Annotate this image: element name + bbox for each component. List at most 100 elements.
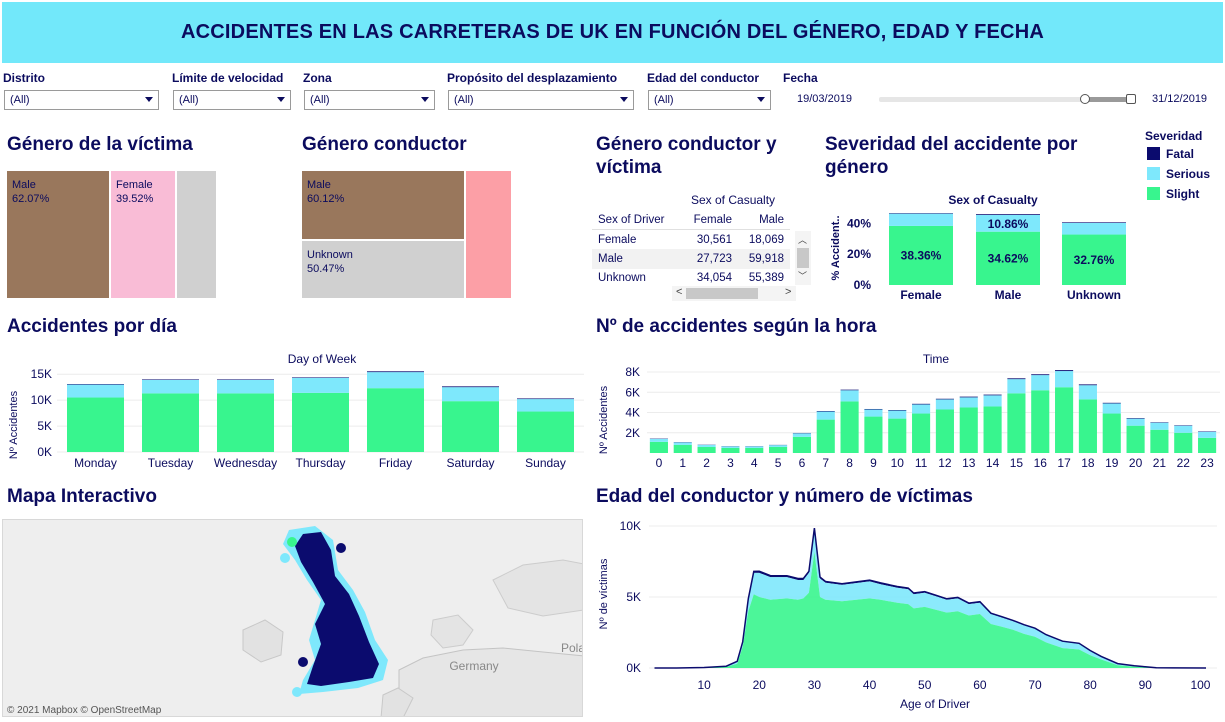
hora-bar-serious[interactable]: [1031, 375, 1050, 391]
dia-bar-fatal[interactable]: [217, 379, 274, 380]
severidad-bar-fatal[interactable]: [976, 214, 1040, 215]
severidad-bar-serious[interactable]: [1062, 222, 1126, 235]
hora-bar-slight[interactable]: [983, 406, 1002, 453]
hora-bar-fatal[interactable]: [983, 394, 1002, 396]
hora-bar-slight[interactable]: [1055, 387, 1074, 453]
filter-dropdown-limite-velocidad[interactable]: (All): [173, 90, 291, 110]
chevron-left-icon[interactable]: <: [676, 286, 683, 298]
hora-bar-serious[interactable]: [1007, 379, 1026, 394]
chevron-down-icon[interactable]: ﹀: [798, 271, 808, 281]
hora-bar-slight[interactable]: [1031, 390, 1050, 453]
date-slider-start-handle[interactable]: [1080, 94, 1090, 104]
hora-bar-fatal[interactable]: [935, 398, 954, 400]
edad-area-slight[interactable]: [654, 551, 1207, 668]
crosstab-horizontal-scrollbar[interactable]: < >: [672, 286, 796, 301]
dia-bar-fatal[interactable]: [442, 386, 499, 388]
legend-label-serious[interactable]: Serious: [1166, 167, 1211, 181]
severidad-bar-slight[interactable]: [976, 231, 1040, 285]
severidad-bar-slight[interactable]: [1062, 234, 1126, 285]
treemap-cell-driver-male[interactable]: Male 60.12%: [302, 171, 464, 239]
chevron-right-icon[interactable]: >: [785, 286, 792, 298]
filter-dropdown-proposito[interactable]: (All): [448, 90, 634, 110]
hora-bar-slight[interactable]: [864, 416, 883, 453]
table-row[interactable]: Unknown 34,054 55,389: [592, 269, 790, 287]
severidad-bar-serious[interactable]: [889, 213, 953, 226]
hora-bar-fatal[interactable]: [1078, 384, 1097, 386]
hora-bar-serious[interactable]: [673, 442, 692, 445]
filter-dropdown-edad-conductor[interactable]: (All): [648, 90, 771, 110]
hora-bar-slight[interactable]: [1198, 437, 1217, 453]
severidad-bar-slight[interactable]: [889, 225, 953, 285]
treemap-cell-female[interactable]: Female 39.52%: [111, 171, 175, 298]
edad-area-serious[interactable]: [654, 530, 1207, 668]
scrollbar-thumb[interactable]: [797, 248, 809, 268]
dia-bar-slight[interactable]: [217, 393, 274, 452]
hora-bar-slight[interactable]: [888, 418, 907, 453]
hora-bar-serious[interactable]: [935, 399, 954, 410]
date-slider-end-handle[interactable]: [1126, 94, 1136, 104]
hora-bar-fatal[interactable]: [1126, 418, 1145, 419]
hora-bar-serious[interactable]: [697, 444, 716, 447]
hora-bar-serious[interactable]: [864, 409, 883, 417]
hora-bar-slight[interactable]: [1007, 393, 1026, 453]
hora-bar-slight[interactable]: [697, 446, 716, 453]
hora-bar-serious[interactable]: [888, 410, 907, 419]
hora-bar-slight[interactable]: [673, 444, 692, 453]
treemap-cell-male[interactable]: Male 62.07%: [7, 171, 109, 298]
hora-bar-serious[interactable]: [840, 390, 859, 402]
crosstab-vertical-scrollbar[interactable]: ︿ ﹀: [795, 231, 811, 285]
dia-bar-fatal[interactable]: [517, 398, 574, 400]
hora-bar-serious[interactable]: [1055, 371, 1074, 388]
hora-bar-fatal[interactable]: [816, 411, 835, 412]
dia-bar-serious[interactable]: [142, 379, 199, 394]
legend-label-fatal[interactable]: Fatal: [1166, 147, 1195, 161]
treemap-cell-unknown[interactable]: [177, 171, 216, 298]
hora-bar-serious[interactable]: [769, 445, 788, 447]
dia-bar-serious[interactable]: [442, 387, 499, 402]
dia-bar-slight[interactable]: [367, 388, 424, 452]
hora-bar-serious[interactable]: [649, 438, 668, 442]
dia-bar-fatal[interactable]: [367, 371, 424, 373]
severidad-bar-serious[interactable]: [976, 214, 1040, 232]
hora-bar-fatal[interactable]: [1031, 374, 1050, 376]
hora-bar-serious[interactable]: [1078, 385, 1097, 400]
filter-dropdown-distrito[interactable]: (All): [4, 90, 159, 110]
hora-bar-slight[interactable]: [1102, 413, 1121, 453]
hora-bar-serious[interactable]: [1150, 422, 1169, 430]
dia-bar-serious[interactable]: [367, 372, 424, 389]
table-row[interactable]: Male 27,723 59,918: [592, 249, 790, 269]
treemap-cell-driver-female[interactable]: [466, 171, 511, 298]
hora-bar-serious[interactable]: [912, 404, 931, 414]
hora-bar-fatal[interactable]: [1007, 378, 1026, 380]
dia-bar-serious[interactable]: [292, 377, 349, 393]
hora-bar-slight[interactable]: [935, 409, 954, 453]
dia-bar-serious[interactable]: [67, 384, 124, 398]
hora-bar-serious[interactable]: [1126, 418, 1145, 426]
hora-bar-slight[interactable]: [649, 441, 668, 453]
dia-bar-fatal[interactable]: [292, 377, 349, 378]
hora-bar-slight[interactable]: [840, 401, 859, 453]
hora-bar-serious[interactable]: [745, 446, 764, 448]
chevron-up-icon[interactable]: ︿: [798, 235, 808, 245]
dia-bar-slight[interactable]: [442, 401, 499, 452]
hora-bar-slight[interactable]: [1078, 399, 1097, 453]
interactive-map[interactable]: Germany Pola © 2021 Mapbox © OpenStreetM…: [2, 519, 583, 717]
treemap-cell-driver-unknown[interactable]: Unknown 50.47%: [302, 241, 464, 298]
hora-bar-slight[interactable]: [769, 446, 788, 453]
dia-bar-slight[interactable]: [67, 397, 124, 452]
dia-bar-slight[interactable]: [292, 392, 349, 452]
hora-bar-slight[interactable]: [792, 436, 811, 453]
hora-bar-fatal[interactable]: [864, 408, 883, 410]
hora-bar-slight[interactable]: [1174, 432, 1193, 453]
hora-bar-fatal[interactable]: [888, 410, 907, 411]
dia-bar-fatal[interactable]: [142, 379, 199, 380]
hora-bar-slight[interactable]: [745, 447, 764, 453]
legend-label-slight[interactable]: Slight: [1166, 187, 1200, 201]
dia-bar-slight[interactable]: [517, 411, 574, 452]
dia-bar-fatal[interactable]: [67, 384, 124, 385]
hora-bar-slight[interactable]: [721, 447, 740, 453]
hora-bar-serious[interactable]: [983, 395, 1002, 407]
hora-bar-fatal[interactable]: [840, 389, 859, 391]
table-row[interactable]: Female 30,561 18,069: [592, 229, 790, 250]
hora-bar-serious[interactable]: [816, 411, 835, 420]
